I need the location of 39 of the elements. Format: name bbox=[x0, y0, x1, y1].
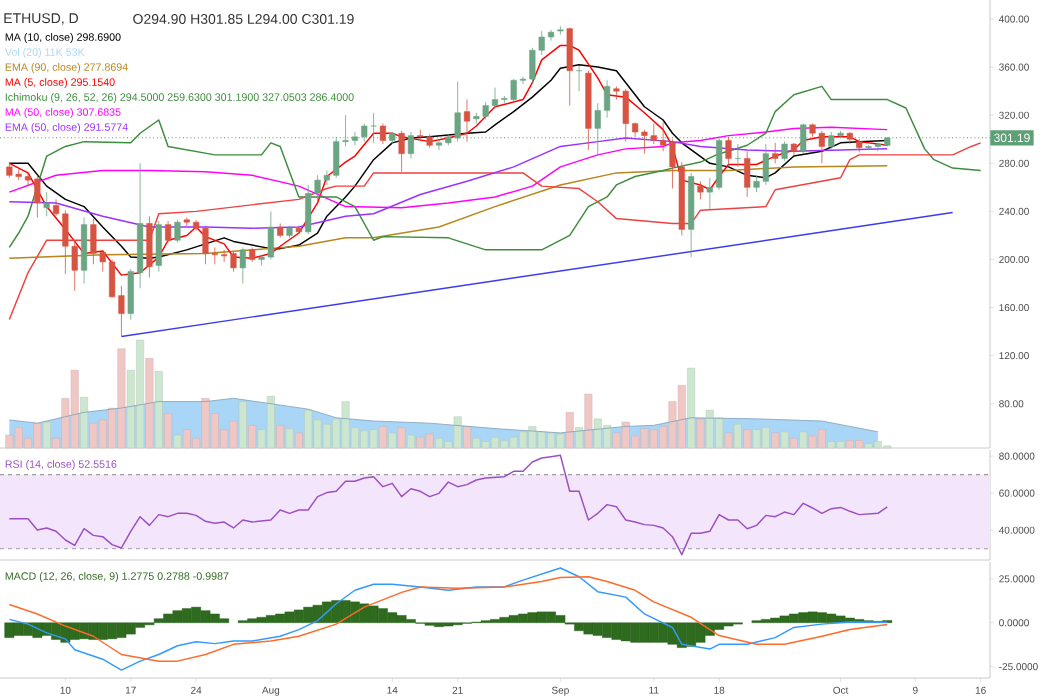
text: MA (5, close) 295.1540 bbox=[5, 78, 115, 88]
y-tick-label: 360.00 bbox=[999, 63, 1029, 71]
text: EMA (50, close) 291.5774 bbox=[5, 123, 128, 133]
x-tick-label: 10 bbox=[60, 686, 71, 694]
text: O294.90 H301.85 L294.00 C301.19 bbox=[133, 14, 354, 24]
x-tick-label: Oct bbox=[833, 686, 849, 694]
ref-line-label: 301.19 bbox=[994, 133, 1030, 143]
y-tick-label: 240.00 bbox=[999, 207, 1029, 215]
y-tick-label: 80.0000 bbox=[999, 452, 1035, 460]
text: Ichimoku (9, 26, 52, 26) 294.5000 259.6300 301.1900 327.0503 286.4000 bbox=[5, 93, 354, 103]
x-tick-label: Sep bbox=[551, 686, 569, 696]
y-tick-label: 160.00 bbox=[999, 304, 1029, 312]
x-tick-label: 24 bbox=[191, 686, 202, 694]
x-tick-label: 16 bbox=[975, 686, 986, 694]
x-tick-label: 11 bbox=[649, 686, 659, 694]
y-tick-label: 60.0000 bbox=[999, 489, 1035, 497]
y-tick-label: 25.0000 bbox=[999, 575, 1035, 583]
x-tick-label: 14 bbox=[387, 686, 398, 694]
y-tick-label: 280.00 bbox=[999, 159, 1029, 167]
y-tick-label: 200.00 bbox=[999, 255, 1029, 264]
text: MA (50, close) 307.6835 bbox=[5, 108, 121, 118]
y-tick-label: 80.00 bbox=[999, 400, 1024, 408]
y-tick-label: 400.00 bbox=[998, 15, 1029, 23]
x-tick-label: Aug bbox=[261, 686, 280, 696]
x-tick-label: 21 bbox=[452, 686, 463, 694]
y-tick-label: 0.0000 bbox=[999, 619, 1029, 627]
text: MA (10, close) 298.6900 bbox=[5, 33, 121, 43]
y-tick-label: 320.00 bbox=[999, 111, 1029, 119]
y-tick-label: 120.00 bbox=[999, 352, 1029, 360]
y-tick-label: -25.0000 bbox=[999, 663, 1038, 671]
text: EMA (90, close) 277.8694 bbox=[5, 63, 128, 73]
y-tick-label: 40.0000 bbox=[998, 526, 1035, 534]
x-tick-label: 9 bbox=[912, 686, 918, 694]
text: RSI (14, close) 52.5516 bbox=[5, 460, 117, 470]
x-tick-label: 17 bbox=[125, 686, 136, 694]
x-tick-label: 18 bbox=[714, 686, 725, 694]
text: Vol (20) 11K 53K bbox=[4, 48, 85, 58]
text: MACD (12, 26, close, 9) 1.2775 0.2788 -0.9987 bbox=[5, 572, 229, 582]
text: ETHUSD, D bbox=[4, 13, 78, 25]
